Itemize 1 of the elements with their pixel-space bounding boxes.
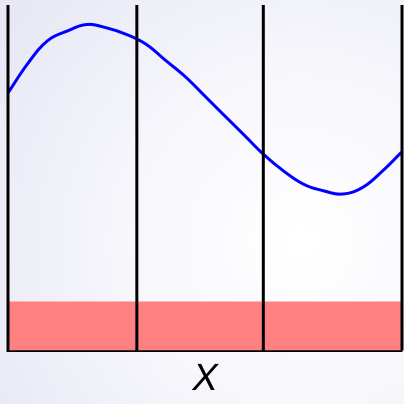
x-axis-title: X	[191, 356, 220, 399]
